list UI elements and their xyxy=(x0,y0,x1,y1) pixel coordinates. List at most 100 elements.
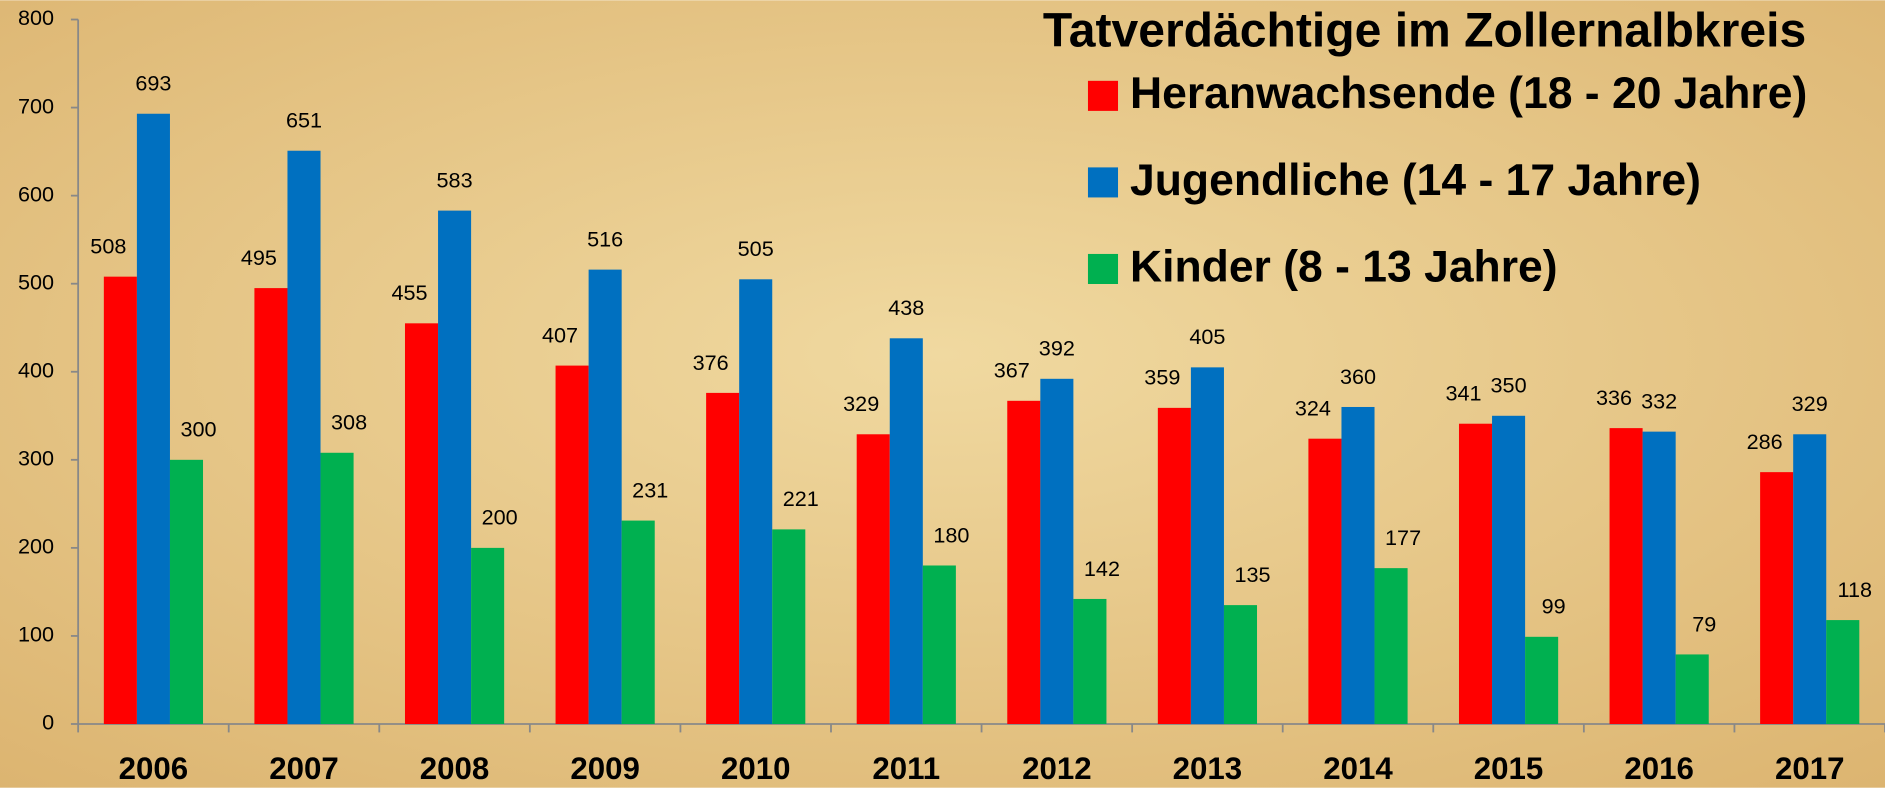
data-label: 693 xyxy=(135,71,171,96)
bar xyxy=(254,288,288,724)
data-label: 329 xyxy=(843,391,879,416)
legend-swatch xyxy=(1087,167,1119,198)
data-label: 392 xyxy=(1039,336,1075,361)
bar xyxy=(739,279,773,724)
data-label: 407 xyxy=(542,322,578,347)
data-label: 350 xyxy=(1491,373,1527,398)
bar xyxy=(1040,378,1074,724)
y-tick-label: 100 xyxy=(18,622,54,647)
data-label: 455 xyxy=(391,280,427,305)
bar xyxy=(1190,367,1224,724)
bar xyxy=(856,434,890,724)
bar xyxy=(1642,431,1676,724)
bar xyxy=(287,150,321,724)
bar xyxy=(1073,598,1107,724)
data-label: 99 xyxy=(1542,594,1566,619)
data-label: 142 xyxy=(1084,556,1120,581)
data-label: 332 xyxy=(1641,389,1677,414)
y-tick-label: 0 xyxy=(42,710,54,735)
bar xyxy=(1525,636,1559,724)
legend-swatch xyxy=(1087,253,1119,285)
bar xyxy=(1760,472,1794,724)
data-label: 376 xyxy=(693,350,729,375)
bar xyxy=(1341,406,1375,724)
bar xyxy=(1007,400,1041,724)
x-tick-label: 2014 xyxy=(1323,751,1393,786)
x-tick-label: 2010 xyxy=(721,751,791,786)
data-label: 231 xyxy=(632,477,668,502)
x-tick-label: 2017 xyxy=(1775,751,1845,786)
bar xyxy=(1374,568,1408,724)
bar xyxy=(922,565,956,724)
legend-label: Jugendliche (14 - 17 Jahre) xyxy=(1130,156,1701,205)
bar xyxy=(1609,428,1643,724)
x-tick-label: 2007 xyxy=(269,751,339,786)
legend-label: Heranwachsende (18 - 20 Jahre) xyxy=(1130,69,1807,118)
y-tick-label: 400 xyxy=(18,357,54,382)
data-label: 583 xyxy=(437,167,473,192)
x-tick-label: 2009 xyxy=(570,751,640,786)
x-tick-label: 2016 xyxy=(1624,751,1694,786)
data-label: 135 xyxy=(1234,562,1270,587)
data-label: 200 xyxy=(482,505,518,530)
data-label: 516 xyxy=(587,226,623,251)
bar xyxy=(1793,434,1827,724)
y-tick-label: 700 xyxy=(18,93,54,118)
data-label: 505 xyxy=(738,236,774,261)
x-tick-label: 2015 xyxy=(1474,751,1544,786)
data-label: 300 xyxy=(180,417,216,442)
bar xyxy=(136,113,170,724)
x-tick-label: 2008 xyxy=(420,751,490,786)
bar xyxy=(621,520,655,724)
bar xyxy=(772,529,806,724)
data-label: 651 xyxy=(286,108,322,133)
data-label: 180 xyxy=(933,522,969,547)
bar xyxy=(438,210,472,724)
bar xyxy=(1458,423,1493,724)
data-label: 495 xyxy=(241,245,277,270)
x-tick-label: 2011 xyxy=(872,751,940,786)
y-tick-label: 200 xyxy=(18,534,54,559)
data-label: 221 xyxy=(783,486,819,511)
data-label: 360 xyxy=(1340,364,1376,389)
bar xyxy=(404,323,439,724)
y-tick-label: 500 xyxy=(18,269,54,294)
y-tick-label: 300 xyxy=(18,446,54,471)
data-label: 341 xyxy=(1445,381,1481,406)
data-label: 329 xyxy=(1792,391,1828,416)
bar xyxy=(1308,438,1342,724)
bar xyxy=(1492,415,1526,724)
data-label: 286 xyxy=(1747,429,1783,454)
y-tick-label: 800 xyxy=(18,5,54,30)
bar xyxy=(588,269,622,724)
data-label: 438 xyxy=(888,295,924,320)
chart-title: Tatverdächtige im Zollernalbkreis xyxy=(1043,4,1806,58)
data-label: 336 xyxy=(1596,385,1632,410)
x-tick-label: 2013 xyxy=(1173,751,1243,786)
bar xyxy=(103,276,137,724)
data-label: 324 xyxy=(1295,396,1331,421)
data-label: 359 xyxy=(1144,365,1180,390)
y-tick-label: 600 xyxy=(18,181,54,206)
bar xyxy=(1157,407,1191,724)
bar xyxy=(555,365,589,724)
bar xyxy=(1675,654,1709,724)
data-label: 79 xyxy=(1692,611,1716,636)
bar xyxy=(169,459,204,724)
data-label: 508 xyxy=(90,234,126,259)
bar xyxy=(320,452,354,724)
x-tick-label: 2012 xyxy=(1022,751,1092,786)
bar xyxy=(1223,605,1258,724)
data-label: 405 xyxy=(1189,324,1225,349)
data-label: 367 xyxy=(994,358,1030,383)
data-label: 118 xyxy=(1838,577,1872,602)
bar xyxy=(1826,620,1860,724)
bar xyxy=(889,338,923,724)
x-tick-label: 2006 xyxy=(119,751,189,786)
data-label: 308 xyxy=(331,410,367,435)
bar xyxy=(471,547,505,724)
bar xyxy=(706,392,740,724)
legend-label: Kinder (8 - 13 Jahre) xyxy=(1130,242,1558,291)
legend-swatch xyxy=(1087,80,1119,111)
